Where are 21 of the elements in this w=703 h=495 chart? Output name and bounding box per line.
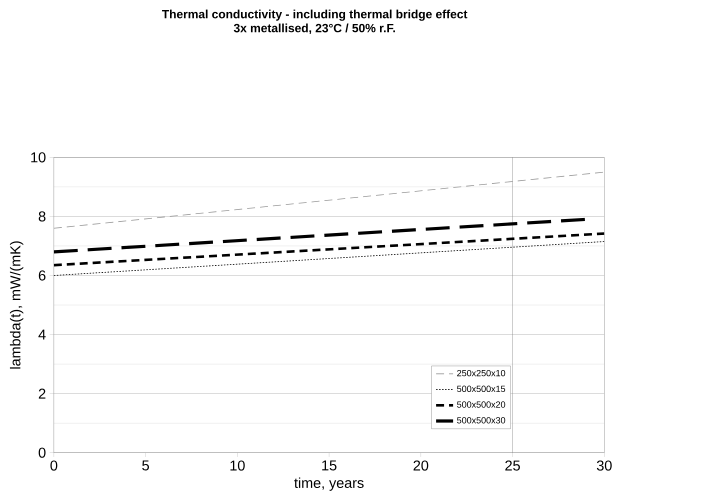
legend-label: 500x500x30 [457, 417, 506, 424]
x-tick-label: 0 [50, 460, 58, 471]
y-tick-label: 0 [38, 448, 46, 458]
x-tick-label: 30 [596, 460, 612, 471]
y-tick-label: 6 [38, 270, 46, 280]
y-tick-label: 2 [38, 388, 46, 399]
x-tick-label: 10 [230, 460, 245, 471]
y-tick-label: 10 [31, 152, 46, 162]
x-axis-title: time, years [294, 477, 364, 491]
y-tick-label: 4 [38, 330, 46, 340]
chart-subtitle: 3x metallised, 23°C / 50% r.F. [234, 23, 395, 34]
x-tick-label: 20 [414, 460, 428, 471]
x-tick-label: 5 [142, 460, 149, 470]
x-tick-label: 15 [322, 460, 336, 470]
chart-title: Thermal conductivity - including thermal bridge effect [162, 10, 468, 21]
legend-label: 500x500x15 [457, 386, 506, 392]
y-tick-label: 8 [38, 211, 46, 222]
legend-label: 250x250x10 [457, 370, 506, 376]
x-tick-label: 25 [505, 460, 520, 471]
legend-label: 500x500x20 [457, 401, 506, 408]
y-axis-title: lambda(t), mW/(mK) [10, 241, 24, 369]
